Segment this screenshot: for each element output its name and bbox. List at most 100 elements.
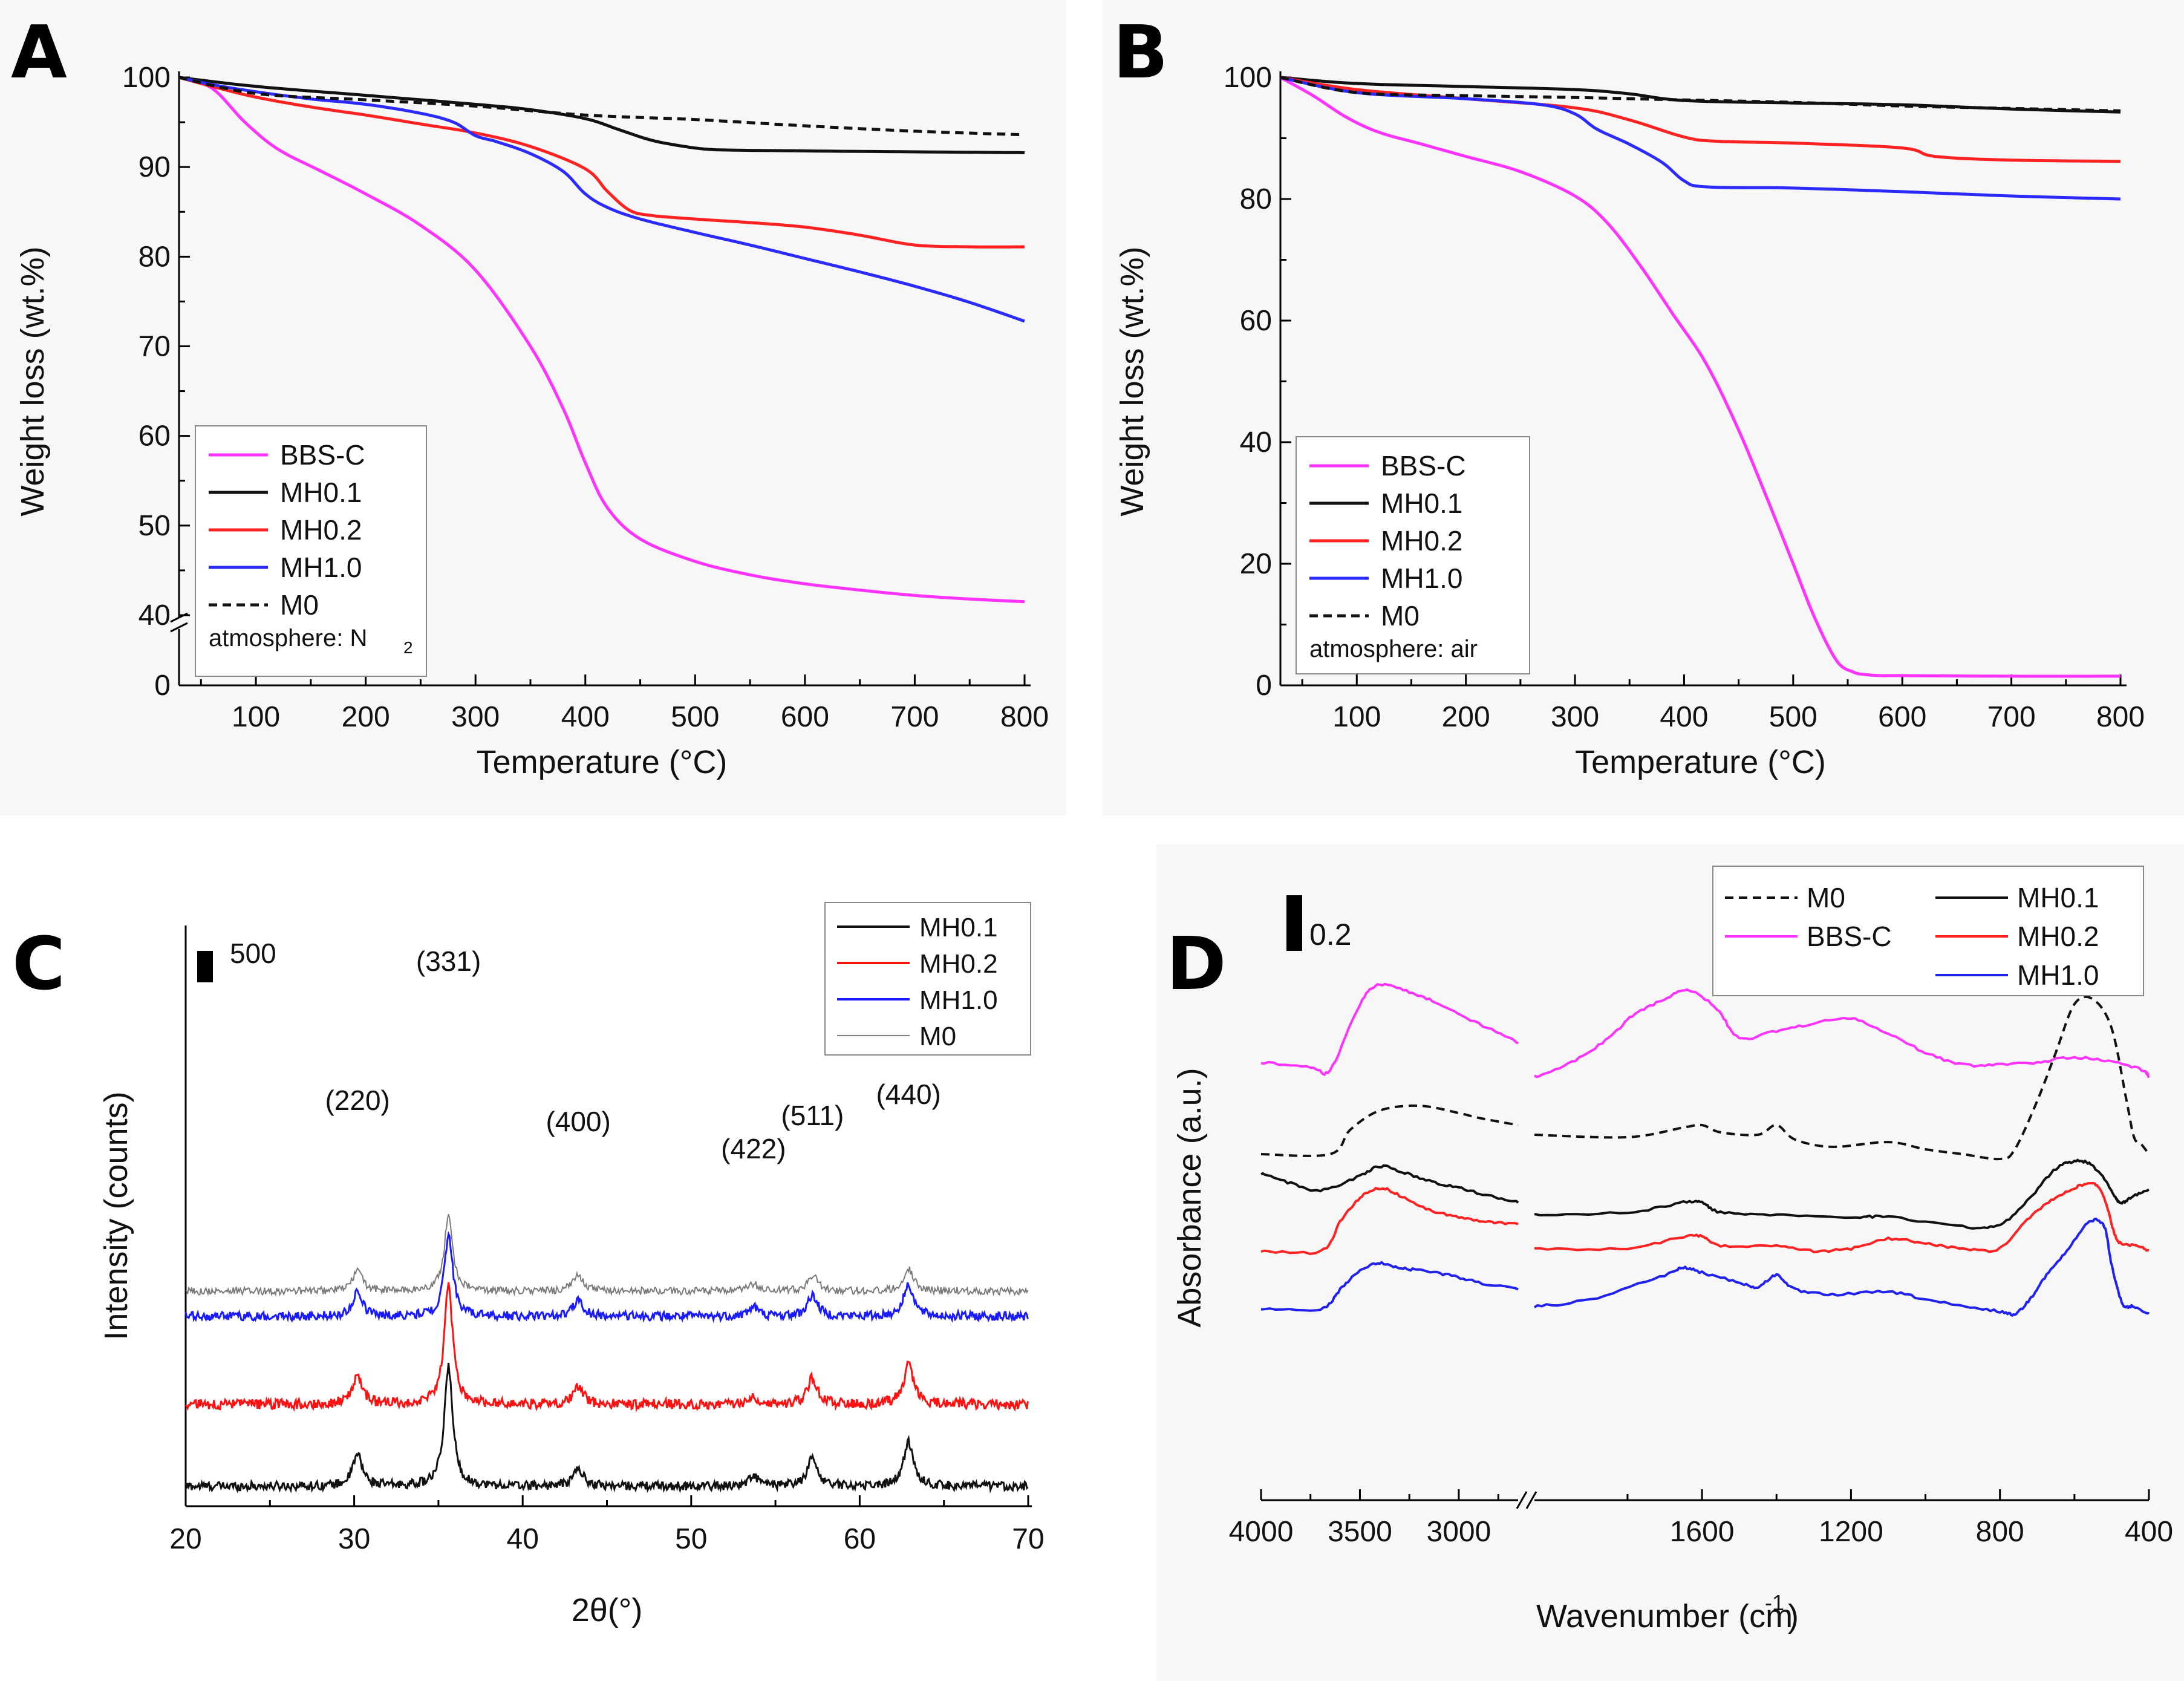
panel-d-series-bbs-c-line <box>1260 982 1519 1076</box>
panel-b-y-tick-label: 80 <box>1240 183 1272 215</box>
panel-c-x-tick-label: 40 <box>507 1523 539 1555</box>
panel-c-legend-label: M0 <box>919 1022 956 1051</box>
panel-c-series-mh10-line <box>184 1230 1029 1324</box>
panel-b-y-tick-label: 20 <box>1240 548 1272 580</box>
panel-d-x-tick-label: 1200 <box>1819 1516 1883 1548</box>
panel-a-letter: A <box>11 11 67 95</box>
panel-d-series-m0-line <box>1534 995 2150 1161</box>
panel-a-y-tick-label: 60 <box>139 420 171 452</box>
panel-a-x-tick-label: 200 <box>342 701 390 733</box>
panel-b-x-tick-label: 500 <box>1769 701 1817 733</box>
panel-c-x-tick-label: 70 <box>1012 1523 1044 1555</box>
panel-d-y-axis-label: Absorbance (a.u.) <box>1172 1068 1208 1327</box>
panel-d-x-tick-label: 3000 <box>1427 1516 1491 1548</box>
panel-d-series-mh10-line <box>1533 1218 2150 1317</box>
panel-d-x-tick-label: 4000 <box>1229 1516 1294 1548</box>
panel-c-x-tick-label: 30 <box>338 1523 370 1555</box>
panel-b-legend-label: MH0.1 <box>1381 488 1462 519</box>
panel-a-series-bbs-c-line <box>178 76 1025 604</box>
panel-a-legend-box <box>195 425 427 677</box>
panel-b-background <box>1103 0 2184 815</box>
panel-d-scale-bar-label: 0.2 <box>1309 918 1352 951</box>
panel-a-legend-label: BBS-C <box>280 439 365 471</box>
panel-b-y-tick-label: 0 <box>1256 670 1272 702</box>
panel-a-y-axis-label: Weight loss (wt.%) <box>15 246 51 516</box>
panel-c-x-tick-label: 50 <box>675 1523 707 1555</box>
panel-b-y-tick-label: 60 <box>1240 305 1272 337</box>
panel-d-series-mh10-line <box>1260 1261 1519 1312</box>
panel-d-legend-label: M0 <box>1807 882 1845 913</box>
panel-c-scale-bar <box>197 951 213 982</box>
panel-d-series-mh02-line <box>1260 1187 1519 1255</box>
panel-b-x-tick-label: 700 <box>1987 701 2036 733</box>
panel-d-legend-label: MH0.1 <box>2017 882 2099 913</box>
panel-c-peak-label: (220) <box>325 1085 390 1116</box>
panel-a-x-tick-label: 300 <box>451 701 500 733</box>
panel-c-chart: C 20 30 40 50 60 70 2θ(°) Intensity (counts) 500 (… <box>12 902 1045 1628</box>
panel-a-legend-label: MH1.0 <box>280 552 362 583</box>
panel-a-legend-note: atmosphere: N <box>209 625 367 651</box>
panel-b-y-axis-label: Weight loss (wt.%) <box>1114 246 1150 516</box>
panel-b-legend-label: BBS-C <box>1381 450 1466 481</box>
panel-b-x-axis-label: Temperature (°C) <box>1575 744 1826 780</box>
panel-c-peak-label: (422) <box>721 1133 786 1164</box>
panel-d-x-tick-label: 400 <box>2125 1516 2173 1548</box>
panel-a-x-tick-label: 500 <box>671 701 719 733</box>
panel-b-x-tick-label: 600 <box>1878 701 1926 733</box>
panel-a-x-axis-label: Temperature (°C) <box>477 744 728 780</box>
panel-b-y-tick-label: 100 <box>1224 62 1272 94</box>
panel-a-series-mh02-line <box>178 76 1025 249</box>
panel-c-x-tick-label: 20 <box>169 1523 201 1555</box>
panel-b-x-tick-label: 100 <box>1332 701 1381 733</box>
panel-d-axis-break-mark <box>1525 1491 1537 1509</box>
panel-b-legend-note: atmosphere: air <box>1309 636 1478 662</box>
panel-d-series-mh01-line <box>1260 1164 1519 1204</box>
panel-d-chart: D 4000 3500 3000 1600 1200 800 400 Wavenumber (c… <box>1166 866 2173 1634</box>
panel-b-series-mh01-line <box>1280 76 2121 114</box>
panel-a-chart: A 100 200 300 400 500 600 700 800 0 40 50 60 70 80 90 10… <box>11 11 1049 780</box>
panel-a-y-tick-label: 70 <box>139 331 171 363</box>
panel-d-legend-label: MH0.2 <box>2017 921 2099 952</box>
panel-b-x-tick-label: 800 <box>2096 701 2145 733</box>
panel-d-legend-label: BBS-C <box>1807 921 1892 952</box>
panel-d-x-tick-label: 1600 <box>1670 1516 1735 1548</box>
panel-a-y-tick-label: 90 <box>139 151 171 183</box>
panel-a-y-tick-label: 80 <box>139 241 171 273</box>
panel-b-series-mh10-line <box>1280 76 2121 201</box>
panel-a-legend-note-subscript: 2 <box>403 638 413 657</box>
panel-b-y-tick-label: 40 <box>1240 426 1272 459</box>
panel-d-series-mh02-line <box>1534 1182 2150 1253</box>
panel-a-x-tick-label: 100 <box>232 701 280 733</box>
panel-b-legend-label: MH1.0 <box>1381 563 1462 594</box>
panel-c-legend-label: MH1.0 <box>919 985 998 1015</box>
panel-c-legend-label: MH0.2 <box>919 949 998 979</box>
panel-d-x-tick-label: 800 <box>1976 1516 2024 1548</box>
panel-c-peak-label: (400) <box>546 1106 610 1137</box>
panel-c-x-tick-label: 60 <box>844 1523 876 1555</box>
panel-b-chart: B 100 200 300 400 500 600 700 800 0 20 40 60 80 100 Tem… <box>1113 11 2145 780</box>
panel-b-legend-box <box>1296 436 1530 674</box>
panel-b-letter: B <box>1113 11 1168 95</box>
panel-a-y-tick-label: 0 <box>154 670 171 702</box>
panel-a-axis-break-mark <box>170 622 188 633</box>
panel-a-series-m0-line <box>178 76 1025 137</box>
panel-d-legend-label: MH1.0 <box>2017 959 2099 991</box>
panel-a-series-mh01-line <box>178 76 1025 154</box>
panel-d-x-axis-label: Wavenumber (cm <box>1536 1598 1793 1634</box>
panel-b-x-tick-label: 200 <box>1442 701 1490 733</box>
panel-d-scale-bar <box>1286 895 1302 951</box>
panel-a-x-tick-label: 800 <box>1000 701 1049 733</box>
panel-a-y-tick-label: 40 <box>139 599 171 632</box>
panel-a-legend-label: M0 <box>280 589 319 621</box>
panel-a-x-tick-label: 400 <box>561 701 610 733</box>
panel-c-y-axis-label: Intensity (counts) <box>98 1091 134 1340</box>
panel-b-legend-label: M0 <box>1381 600 1420 632</box>
panel-b-x-tick-label: 300 <box>1551 701 1599 733</box>
panel-a-legend-label: MH0.1 <box>280 477 362 508</box>
panel-c-peak-label: (511) <box>781 1100 844 1131</box>
panel-c-scale-bar-label: 500 <box>230 938 276 969</box>
panel-b-series-bbs-c-line <box>1279 76 2120 678</box>
panel-c-series-mh02-line <box>184 1282 1029 1413</box>
panel-c-x-axis-label: 2θ(°) <box>572 1592 643 1628</box>
